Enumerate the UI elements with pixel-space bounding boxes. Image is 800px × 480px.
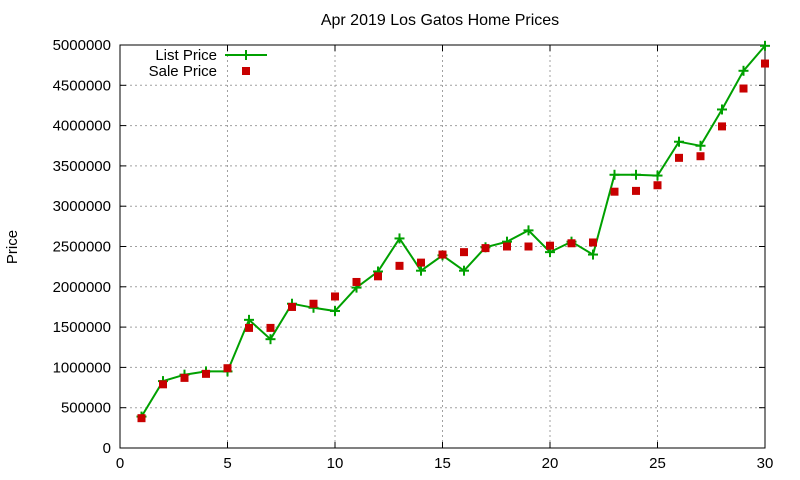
list-price-point bbox=[631, 169, 641, 180]
list-price-point bbox=[609, 169, 620, 180]
grid-lines bbox=[120, 45, 765, 448]
legend-marker-sale-price bbox=[242, 67, 250, 75]
sale-price-point bbox=[159, 380, 167, 389]
list-price-point bbox=[416, 265, 426, 276]
sale-price-point bbox=[417, 258, 425, 267]
y-tick-label: 4000000 bbox=[53, 118, 111, 135]
x-tick-label: 15 bbox=[434, 455, 451, 472]
sale-price-point bbox=[696, 152, 705, 161]
list-price-point bbox=[330, 305, 340, 316]
y-tick-label: 2000000 bbox=[53, 279, 111, 296]
sale-price-point bbox=[524, 242, 533, 251]
sale-price-point bbox=[266, 323, 275, 332]
x-tick-label: 10 bbox=[327, 455, 344, 472]
list-price-point bbox=[674, 136, 684, 147]
data-series bbox=[136, 40, 770, 423]
y-tick-label: 5000000 bbox=[53, 37, 111, 54]
list-price-point bbox=[738, 65, 749, 76]
y-tick-label: 2500000 bbox=[53, 239, 111, 256]
sale-price-point bbox=[567, 239, 576, 248]
sale-price-point bbox=[309, 299, 318, 308]
list-price-point bbox=[760, 40, 770, 51]
sale-price-point bbox=[202, 369, 210, 378]
y-tick-label: 500000 bbox=[61, 400, 111, 417]
x-tick-label: 25 bbox=[649, 455, 666, 472]
sale-price-point bbox=[223, 364, 232, 373]
chart-title: Apr 2019 Los Gatos Home Prices bbox=[321, 12, 559, 29]
sale-price-point bbox=[395, 261, 404, 270]
y-tick-label: 3000000 bbox=[53, 198, 111, 215]
sale-price-point bbox=[460, 248, 468, 257]
sale-price-point bbox=[374, 272, 382, 281]
list-price-point bbox=[717, 104, 727, 115]
y-tick-label: 1500000 bbox=[53, 319, 111, 336]
sale-price-point bbox=[331, 292, 339, 301]
legend: List Price Sale Price bbox=[149, 47, 267, 80]
y-tick-label: 0 bbox=[103, 440, 111, 457]
sale-price-point bbox=[718, 122, 726, 131]
list-price-point bbox=[652, 170, 663, 181]
x-tick-label: 20 bbox=[542, 455, 559, 472]
sale-price-point bbox=[632, 186, 640, 195]
axis-ticks: 0 500000 1000000 1500000 2000000 2500000 30000… bbox=[53, 37, 774, 472]
y-tick-label: 3500000 bbox=[53, 158, 111, 175]
list-price-line bbox=[140, 45, 766, 418]
legend-label-list-price: List Price bbox=[155, 47, 217, 64]
x-tick-label: 5 bbox=[223, 455, 231, 472]
sale-price-point bbox=[610, 187, 619, 196]
sale-price-point bbox=[503, 242, 511, 251]
x-tick-label: 30 bbox=[757, 455, 774, 472]
y-tick-label: 1000000 bbox=[53, 359, 111, 376]
sale-price-point bbox=[180, 373, 189, 382]
y-axis-label: Price bbox=[4, 230, 21, 264]
list-price-point bbox=[394, 233, 405, 244]
list-price-point bbox=[523, 225, 534, 236]
x-tick-label: 0 bbox=[116, 455, 124, 472]
sale-price-point bbox=[245, 323, 253, 332]
legend-label-sale-price: Sale Price bbox=[149, 63, 217, 80]
list-price-point bbox=[588, 249, 598, 260]
y-tick-label: 4500000 bbox=[53, 77, 111, 94]
sale-price-point bbox=[352, 277, 361, 286]
sale-price-point bbox=[546, 241, 554, 250]
legend-marker-list-price bbox=[241, 50, 251, 60]
list-price-point bbox=[244, 314, 254, 325]
sale-price-point bbox=[761, 59, 769, 68]
sale-price-point bbox=[589, 238, 597, 247]
sale-price-point bbox=[288, 302, 296, 311]
sale-price-point bbox=[481, 244, 490, 253]
sale-price-point bbox=[137, 414, 146, 423]
sale-price-point bbox=[675, 153, 683, 162]
list-price-point bbox=[265, 334, 276, 345]
sale-price-point bbox=[438, 250, 447, 259]
sale-price-point bbox=[739, 84, 748, 93]
list-price-point bbox=[459, 265, 469, 276]
list-price-point bbox=[695, 140, 706, 151]
sale-price-point bbox=[653, 181, 662, 190]
